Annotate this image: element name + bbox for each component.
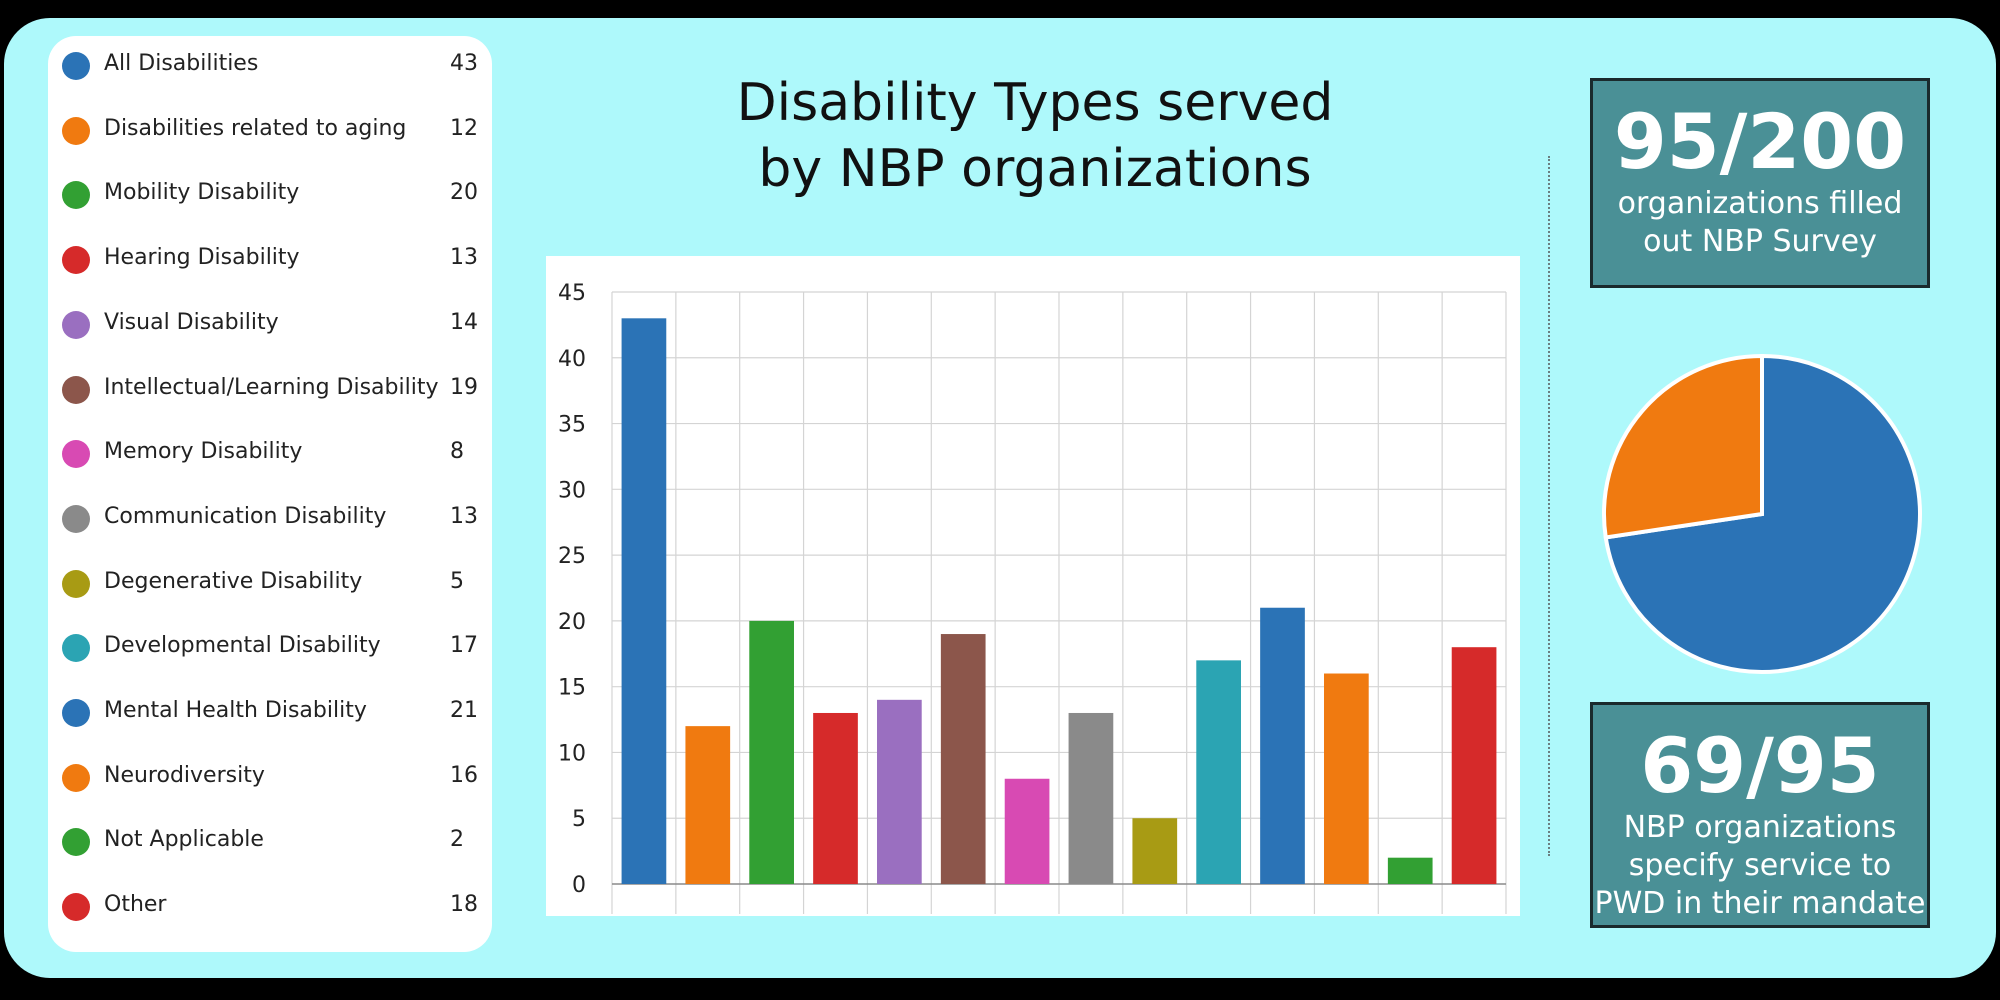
- y-tick-label: 35: [558, 413, 586, 438]
- survey-stat-card: 95/200 organizations filled out NBP Surv…: [1590, 78, 1930, 288]
- legend-label: All Disabilities: [104, 51, 259, 76]
- legend-label: Developmental Disability: [104, 633, 381, 659]
- y-tick-label: 0: [572, 873, 586, 898]
- legend-label: Neurodiversity: [104, 762, 265, 788]
- legend-count: 19: [450, 374, 478, 400]
- chart-title-line1: Disability Types served: [736, 73, 1334, 133]
- legend-item: Mental Health Disability 21: [48, 691, 492, 735]
- legend-color-dot: [62, 375, 90, 404]
- mandate-stat-card: 69/95 NBP organizations specify service …: [1590, 702, 1930, 928]
- legend-item: Other 18: [48, 885, 492, 929]
- legend-count: 8: [450, 439, 464, 465]
- chart-legend: All Disabilities 43 Disabilities related t…: [48, 36, 492, 952]
- bar-chart-plot: 0 5 10 15 20 25 30 35 40 45: [546, 256, 1520, 916]
- survey-stat-value: 95/200: [1613, 97, 1907, 186]
- legend-label: Not Applicable: [104, 827, 264, 853]
- legend-item: Neurodiversity 16: [48, 756, 492, 800]
- chart-title-line2: by NBP organizations: [758, 139, 1312, 199]
- bar: [1451, 647, 1497, 884]
- legend-item: Degenerative Disability 5: [48, 562, 492, 606]
- legend-label: Other: [104, 892, 167, 918]
- legend-color-dot: [62, 699, 90, 727]
- legend-count: 5: [450, 568, 464, 594]
- bar: [685, 726, 731, 884]
- y-tick-label: 15: [558, 676, 586, 701]
- legend-count: 2: [450, 827, 464, 853]
- bar: [1196, 660, 1241, 884]
- pie-chart: [1600, 338, 1926, 692]
- legend-color-dot: [62, 893, 90, 922]
- bar: [877, 699, 922, 884]
- legend-item: Visual Disability 14: [48, 303, 492, 347]
- legend-count: 13: [450, 503, 478, 529]
- y-tick-label: 5: [572, 807, 586, 832]
- legend-item: Mobility Disability 20: [48, 173, 492, 217]
- legend-item: Developmental Disability 17: [48, 626, 492, 670]
- section-divider: [1548, 156, 1550, 856]
- bar: [749, 620, 794, 884]
- bar-chart: 0 5 10 15 20 25 30 35 40 45: [558, 281, 1507, 914]
- bar: [1324, 673, 1369, 884]
- legend-color-dot: [62, 634, 90, 663]
- mandate-stat-text-line2: specify service to: [1628, 848, 1892, 883]
- legend-label: Mobility Disability: [104, 180, 300, 206]
- y-tick-label: 20: [558, 610, 586, 635]
- bar: [1068, 712, 1114, 884]
- mandate-stat-text-line1: NBP organizations: [1623, 810, 1897, 845]
- legend-label: Hearing Disability: [104, 245, 300, 271]
- legend-label: Degenerative Disability: [104, 568, 363, 594]
- pie-chart-svg: [1602, 353, 1922, 674]
- chart-title: Disability Types served by NBP organizati…: [640, 70, 1430, 202]
- legend-item: Not Applicable 2: [48, 820, 492, 864]
- legend-color-dot: [62, 569, 90, 598]
- legend-color-dot: [62, 440, 90, 469]
- legend-count: 43: [450, 51, 478, 76]
- legend-count: 21: [450, 698, 478, 723]
- mandate-stat-value: 69/95: [1640, 721, 1880, 810]
- bar: [1004, 778, 1050, 884]
- legend-count: 16: [450, 762, 478, 788]
- y-tick-label: 30: [558, 478, 586, 503]
- legend-item: All Disabilities 43: [48, 44, 492, 88]
- y-tick-label: 40: [558, 347, 586, 372]
- legend-item: Intellectual/Learning Disability 19: [48, 368, 492, 412]
- legend-label: Communication Disability: [104, 503, 387, 529]
- legend-count: 12: [450, 115, 478, 141]
- y-tick-label: 10: [558, 741, 586, 766]
- legend-color-dot: [62, 116, 90, 145]
- legend-label: Memory Disability: [104, 439, 303, 465]
- legend-count: 14: [450, 309, 478, 335]
- y-tick-label: 25: [558, 544, 586, 569]
- legend-color-dot: [62, 828, 90, 857]
- legend-color-dot: [62, 181, 90, 210]
- legend-count: 20: [450, 180, 478, 206]
- legend-count: 18: [450, 892, 478, 918]
- pie-slice: [1602, 353, 1764, 540]
- bar: [940, 634, 986, 884]
- y-tick-label: 45: [558, 281, 586, 306]
- bar: [621, 318, 667, 884]
- bar: [1132, 818, 1178, 884]
- bar: [813, 712, 858, 884]
- legend-item: Hearing Disability 13: [48, 238, 492, 282]
- legend-color-dot: [62, 52, 90, 80]
- bar: [1387, 857, 1433, 884]
- legend-label: Disabilities related to aging: [104, 115, 407, 141]
- legend-count: 17: [450, 633, 478, 659]
- legend-color-dot: [62, 246, 90, 275]
- survey-stat-text-line2: out NBP Survey: [1643, 224, 1877, 259]
- legend-label: Visual Disability: [104, 309, 279, 335]
- legend-label: Mental Health Disability: [104, 698, 367, 723]
- legend-item: Disabilities related to aging 12: [48, 109, 492, 153]
- legend-item: Memory Disability 8: [48, 432, 492, 476]
- legend-color-dot: [62, 504, 90, 533]
- legend-item: Communication Disability 13: [48, 497, 492, 541]
- mandate-stat-text-line3: PWD in their mandate: [1594, 886, 1926, 921]
- legend-color-dot: [62, 310, 90, 339]
- bar: [1260, 607, 1305, 884]
- legend-label: Intellectual/Learning Disability: [104, 374, 439, 400]
- survey-stat-text-line1: organizations filled: [1617, 186, 1903, 221]
- legend-color-dot: [62, 763, 90, 792]
- legend-count: 13: [450, 245, 478, 271]
